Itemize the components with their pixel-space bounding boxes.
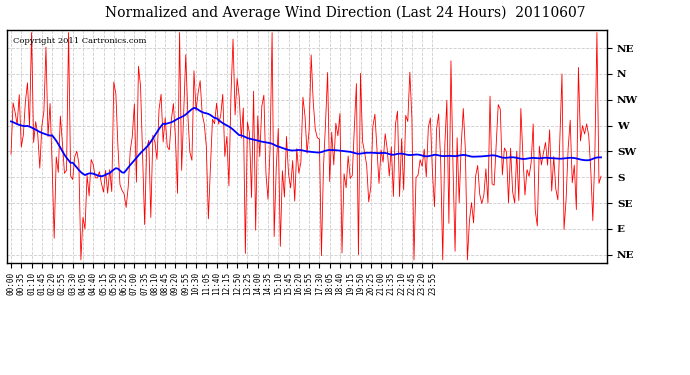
- Text: Normalized and Average Wind Direction (Last 24 Hours)  20110607: Normalized and Average Wind Direction (L…: [105, 6, 585, 20]
- Text: Copyright 2011 Cartronics.com: Copyright 2011 Cartronics.com: [13, 37, 146, 45]
